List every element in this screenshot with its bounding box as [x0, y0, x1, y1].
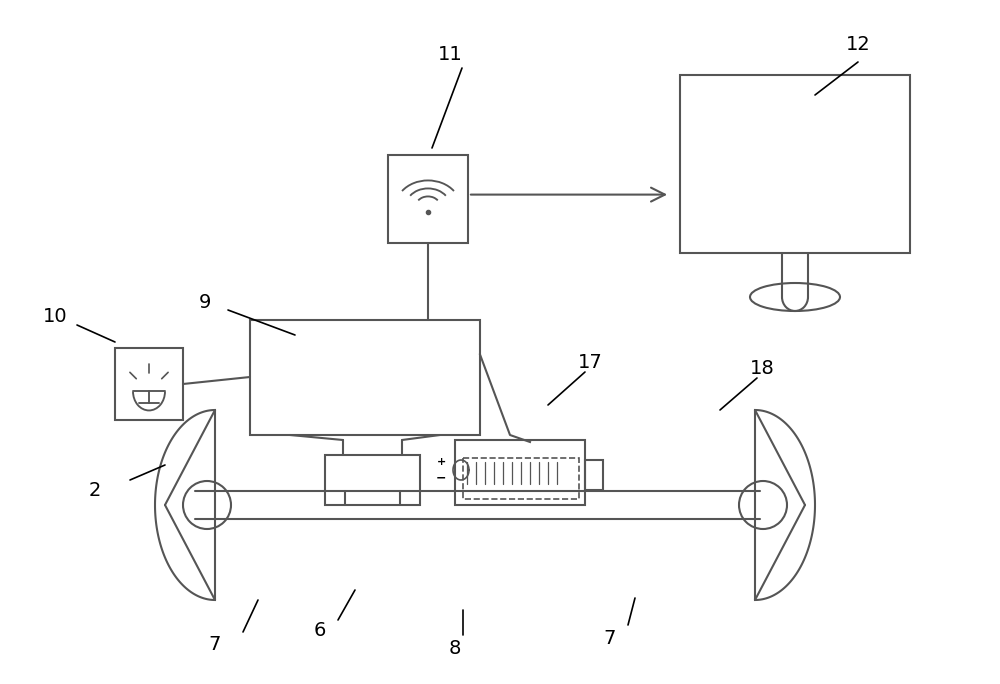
- Bar: [115, 348, 183, 420]
- Bar: [250, 320, 480, 435]
- Text: +: +: [436, 457, 446, 467]
- Text: 2: 2: [89, 480, 101, 499]
- Text: 11: 11: [438, 46, 462, 64]
- Text: 8: 8: [449, 638, 461, 657]
- Text: −: −: [436, 471, 446, 484]
- Text: 9: 9: [199, 293, 211, 313]
- Bar: [463, 458, 579, 499]
- Bar: [388, 155, 468, 243]
- Bar: [455, 440, 585, 505]
- Text: 7: 7: [604, 629, 616, 648]
- Text: 12: 12: [846, 36, 870, 55]
- Text: 7: 7: [209, 635, 221, 655]
- Text: 6: 6: [314, 620, 326, 640]
- Text: 17: 17: [578, 354, 602, 373]
- Text: 18: 18: [750, 358, 774, 378]
- Bar: [680, 75, 910, 253]
- Bar: [325, 455, 420, 505]
- Bar: [585, 460, 603, 490]
- Text: 10: 10: [43, 306, 67, 326]
